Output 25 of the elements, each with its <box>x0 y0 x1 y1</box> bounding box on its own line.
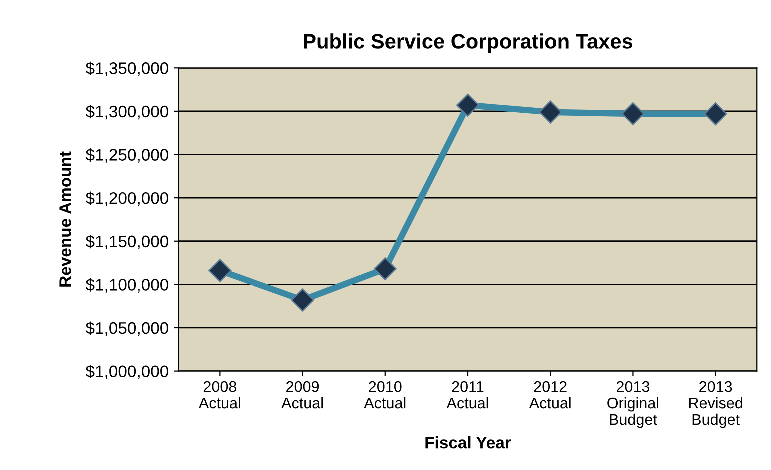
y-tick-label: $1,300,000 <box>86 105 169 120</box>
chart-title: Public Service Corporation Taxes <box>304 34 633 54</box>
y-tick-label: $1,250,000 <box>86 148 169 163</box>
point <box>208 259 232 282</box>
y-tick-label: $1,350,000 <box>86 62 169 76</box>
y-tick-label: $1,000,000 <box>86 365 169 380</box>
y-axis-title: Revenue Amount <box>60 152 72 287</box>
point <box>456 94 480 117</box>
y-tick-label: $1,150,000 <box>86 235 169 250</box>
y-tick-label: $1,200,000 <box>86 192 169 206</box>
point <box>704 102 728 126</box>
x-tick-label: 2012 Actual <box>529 381 571 409</box>
point <box>374 258 397 281</box>
point <box>291 288 314 312</box>
y-tick-label: $1,050,000 <box>86 322 169 336</box>
x-tick-label: 2009 Actual <box>282 381 323 409</box>
x-tick-label: 2013 Revised Budget <box>689 381 742 428</box>
x-tick-label: 2011 Actual <box>446 381 488 409</box>
y-tick-label: $1,100,000 <box>86 278 169 293</box>
point <box>622 102 645 126</box>
x-axis-title: Fiscal Year <box>426 436 512 449</box>
point <box>539 100 562 124</box>
x-tick-label: 2010 Actual <box>364 381 406 409</box>
x-tick-label: 2013 Original Budget <box>608 381 659 428</box>
x-tick-label: 2008 Actual <box>198 381 240 409</box>
